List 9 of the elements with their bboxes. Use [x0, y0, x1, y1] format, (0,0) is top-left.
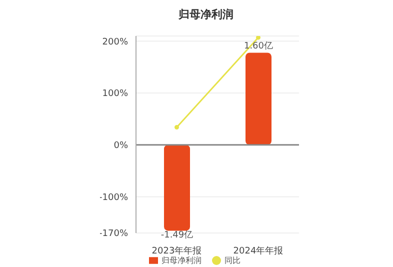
legend-label: 归母净利润 [162, 256, 202, 265]
data-label: -1.49亿 [160, 229, 194, 240]
y-tick-label: 0% [114, 141, 128, 152]
y-tick-label: 200% [102, 37, 128, 48]
x-tick-label: 2024年年报 [233, 245, 284, 256]
chart-title: 归母净利润 [178, 7, 234, 22]
legend-label: 同比 [224, 256, 240, 265]
y-tick-label: 100% [102, 89, 128, 100]
x-tick-label: 2023年年报 [152, 245, 202, 256]
